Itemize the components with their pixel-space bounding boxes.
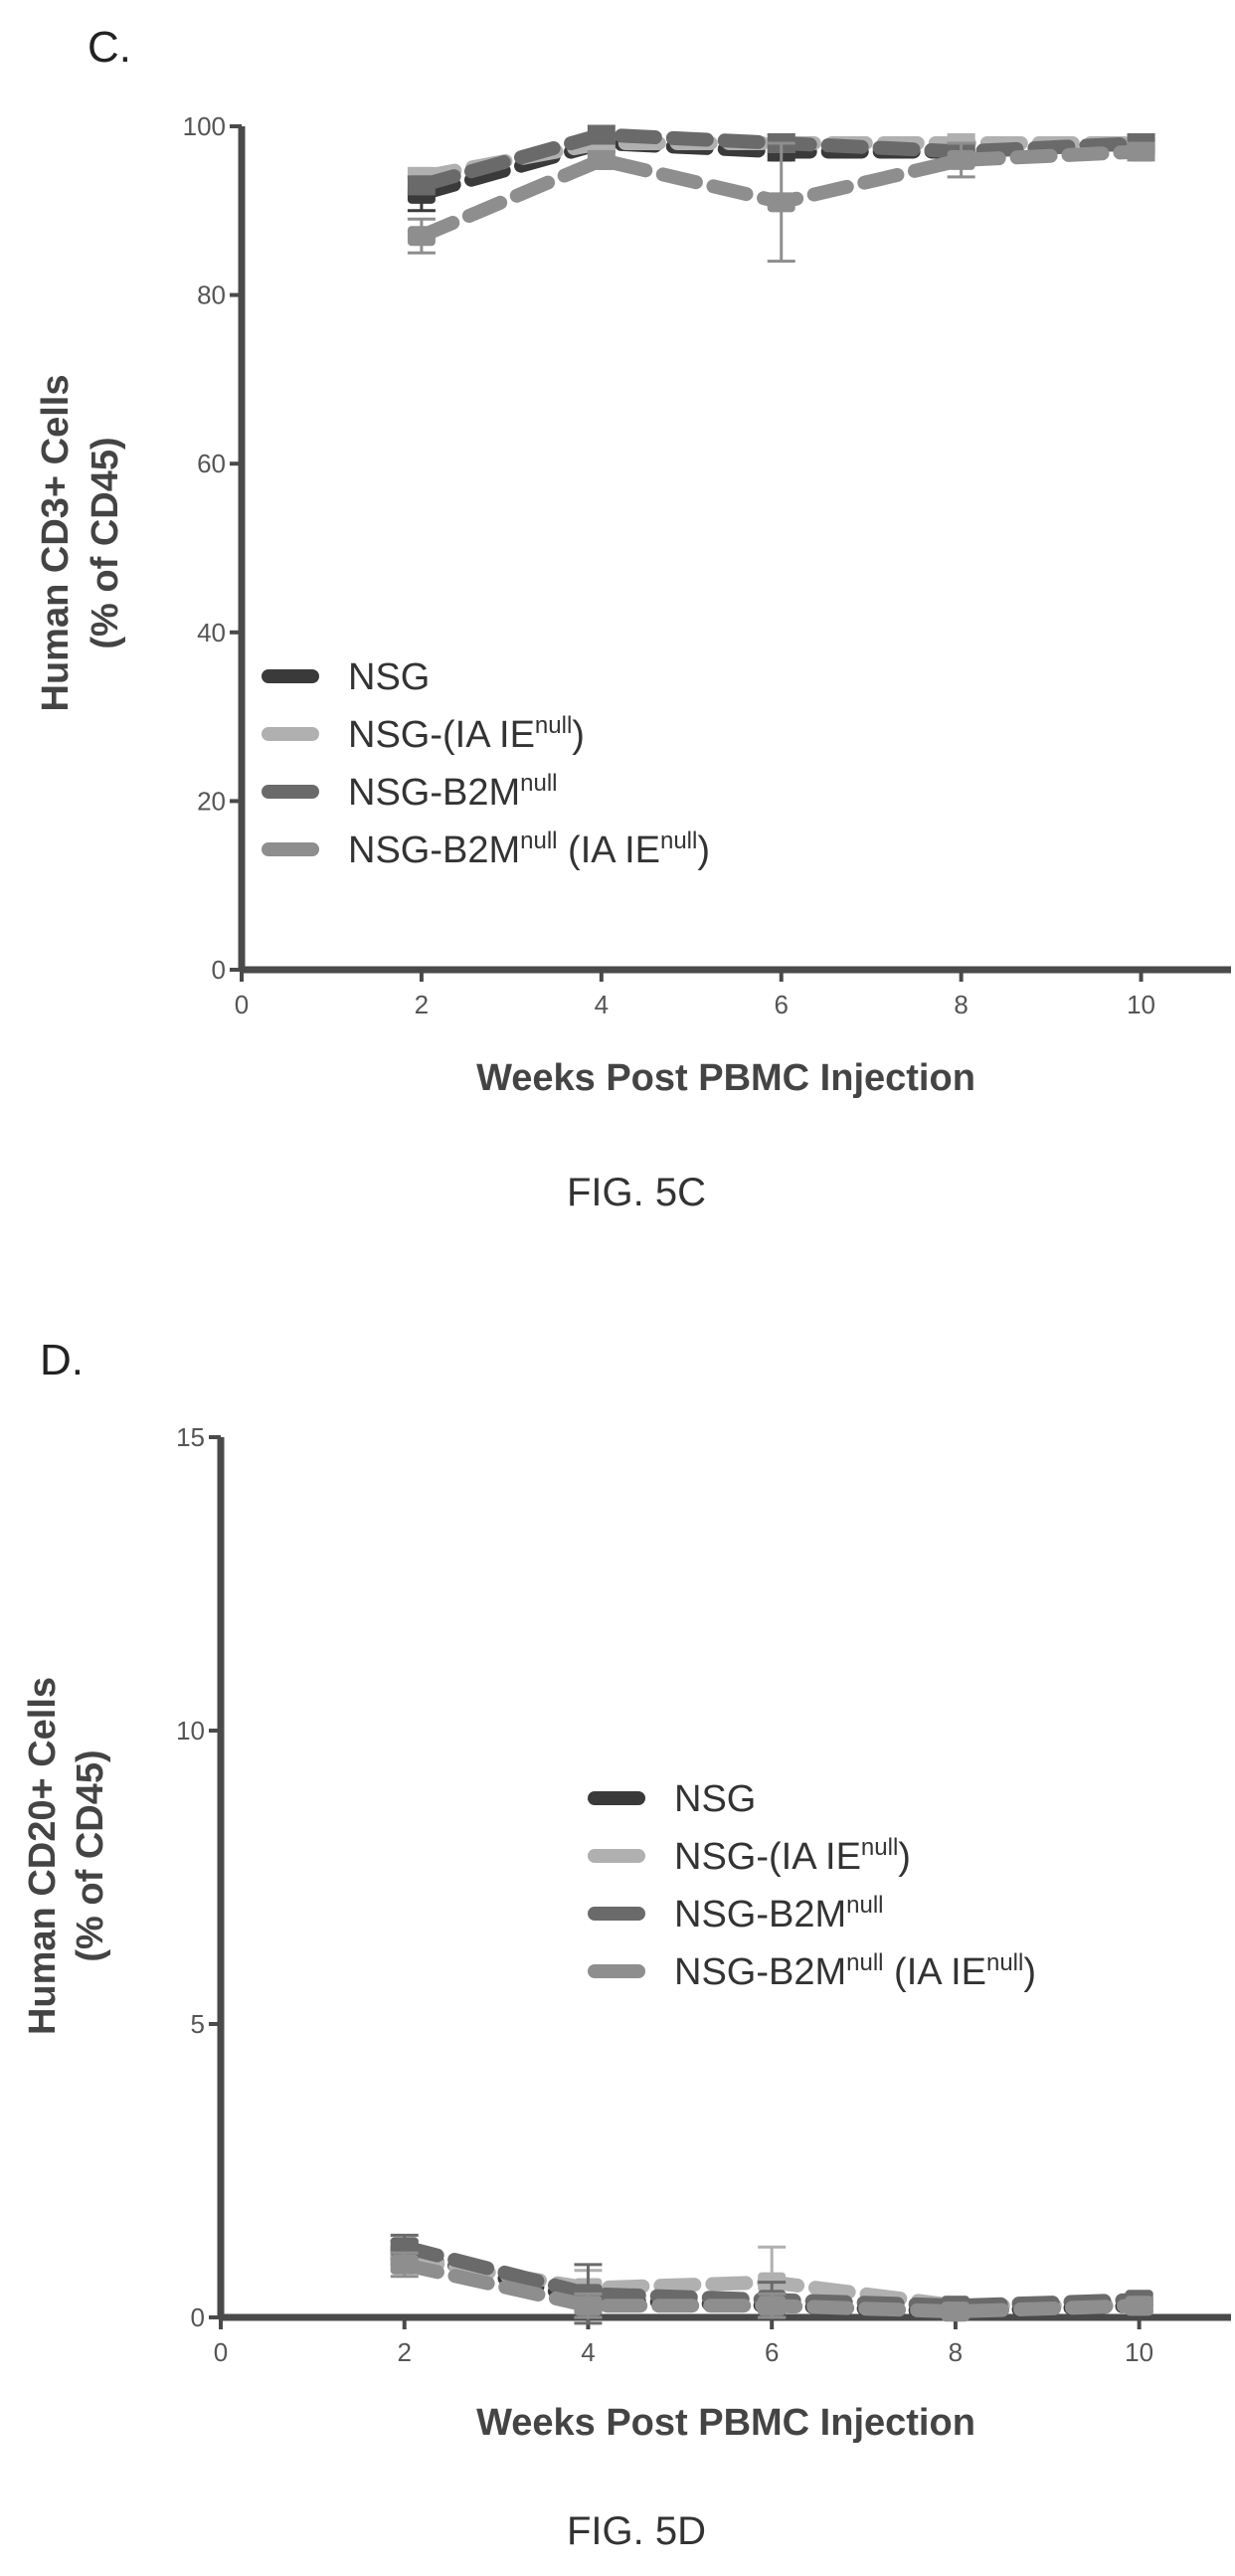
chart-d-xlabel: Weeks Post PBMC Injection bbox=[476, 2402, 975, 2444]
chart-d-xtick-label: 10 bbox=[1125, 2337, 1153, 2367]
chart-c-legend: NSG NSG-(IA IEnull) NSG-B2Mnull NSG-B2Mnull… bbox=[262, 656, 710, 871]
chart-c-xtick-label: 6 bbox=[774, 990, 788, 1019]
panel-c: C. 0 20 40 60 80 100 0 2 4 6 8 10 NSG NSG-(IA IEnull)… bbox=[35, 23, 1231, 1214]
chart-c-legend-item: NSG-B2Mnull bbox=[262, 770, 558, 814]
chart-c-xtick-label: 8 bbox=[954, 990, 968, 1019]
chart-c-ylabel-line2: (% of CD45) bbox=[85, 437, 126, 648]
chart-d-xtick-label: 4 bbox=[581, 2337, 595, 2367]
chart-c-legend-label: NSG-B2Mnull (IA IEnull) bbox=[348, 828, 710, 871]
chart-d-ytick-label: 10 bbox=[176, 1716, 205, 1746]
chart-c-legend-label: NSG-(IA IEnull) bbox=[348, 712, 585, 756]
chart-c-ytick-label: 0 bbox=[212, 955, 226, 985]
chart-c-xtick-label: 4 bbox=[595, 990, 609, 1019]
chart-d-xtick-label: 6 bbox=[765, 2337, 779, 2367]
chart-c-legend-item: NSG-B2Mnull (IA IEnull) bbox=[262, 828, 710, 871]
figure-caption-5c: FIG. 5C bbox=[567, 1171, 706, 1214]
chart-c-data-point bbox=[587, 124, 616, 145]
chart-d-xtick-label: 0 bbox=[214, 2337, 228, 2367]
chart-d-legend-item: NSG bbox=[588, 1778, 756, 1820]
chart-c-data-point bbox=[767, 192, 795, 213]
chart-c-data-point bbox=[407, 226, 436, 247]
panel-letter-d: D. bbox=[40, 1336, 84, 1384]
chart-c-data-point bbox=[947, 149, 975, 170]
figure-caption-5d: FIG. 5D bbox=[567, 2509, 706, 2553]
chart-c-xlabel: Weeks Post PBMC Injection bbox=[476, 1057, 975, 1099]
chart-c-ytick-label: 60 bbox=[197, 449, 226, 478]
chart-d-data-point bbox=[1125, 2296, 1153, 2316]
chart-c-data-point bbox=[407, 175, 436, 196]
chart-c-ytick-label: 80 bbox=[197, 280, 226, 310]
chart-c-ytick-label: 20 bbox=[197, 786, 226, 816]
panel-letter-c: C. bbox=[88, 23, 131, 72]
chart-c-series-3 bbox=[407, 141, 1155, 264]
chart-c-legend-label: NSG-B2Mnull bbox=[348, 770, 558, 814]
chart-d-xtick-label: 8 bbox=[949, 2337, 963, 2367]
chart-d-legend-label: NSG-B2Mnull bbox=[674, 1892, 884, 1935]
chart-c-xtick-label: 2 bbox=[415, 990, 429, 1019]
chart-c-data-point bbox=[587, 149, 616, 170]
chart-c-legend-item: NSG-(IA IEnull) bbox=[262, 712, 585, 756]
chart-d-data-point bbox=[574, 2296, 603, 2316]
chart-d-legend-item: NSG-(IA IEnull) bbox=[588, 1834, 911, 1878]
chart-d-data-point bbox=[941, 2301, 970, 2322]
chart-d-legend-label: NSG-B2Mnull (IA IEnull) bbox=[674, 1949, 1036, 1993]
chart-d-ytick-label: 15 bbox=[176, 1422, 205, 1452]
chart-c-legend-item: NSG bbox=[262, 656, 430, 698]
chart-c-legend-label: NSG bbox=[348, 656, 430, 698]
panel-d: D. 0 5 10 15 0 2 4 6 8 10 NSG NSG-(IA IEnull) NSG-B2… bbox=[22, 1336, 1231, 2553]
chart-d-ytick-label: 5 bbox=[191, 2009, 205, 2039]
chart-c-xtick-label: 10 bbox=[1127, 990, 1155, 1019]
chart-d-legend-item: NSG-B2Mnull bbox=[588, 1892, 884, 1935]
chart-c-xtick-label: 0 bbox=[235, 990, 249, 1019]
chart-c-data-point bbox=[1127, 141, 1155, 162]
chart-d-data-point bbox=[758, 2296, 787, 2316]
chart-d-xtick-label: 2 bbox=[397, 2337, 411, 2367]
chart-d-ylabel-line1: Human CD20+ Cells bbox=[22, 1677, 64, 2035]
chart-c-ylabel-line1: Human CD3+ Cells bbox=[35, 375, 77, 712]
chart-d-legend-item: NSG-B2Mnull (IA IEnull) bbox=[588, 1949, 1036, 1993]
chart-d-legend-label: NSG-(IA IEnull) bbox=[674, 1834, 911, 1878]
chart-d-ylabel-line2: (% of CD45) bbox=[70, 1749, 111, 1961]
chart-d-data-point bbox=[390, 2254, 419, 2275]
chart-c-ytick-label: 40 bbox=[197, 618, 226, 647]
chart-d-plot: 0 5 10 15 0 2 4 6 8 10 NSG NSG-(IA IEnull) NSG-B2Mnu… bbox=[176, 1422, 1231, 2367]
chart-d-legend: NSG NSG-(IA IEnull) NSG-B2Mnull NSG-B2Mnull… bbox=[588, 1778, 1036, 1993]
chart-d-legend-label: NSG bbox=[674, 1778, 756, 1820]
chart-d-ytick-label: 0 bbox=[191, 2302, 205, 2332]
chart-c-ytick-label: 100 bbox=[183, 111, 226, 141]
chart-d-series-3 bbox=[390, 2251, 1153, 2322]
